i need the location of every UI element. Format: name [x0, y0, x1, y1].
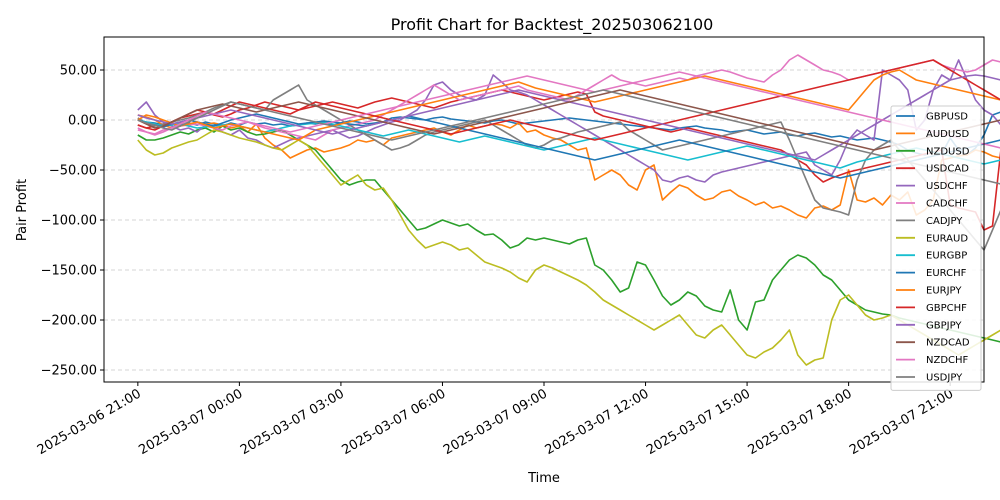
series-line-nzdcad	[137, 89, 1000, 151]
y-tick-label: 50.00	[60, 64, 97, 79]
series-line-nzdusd	[137, 125, 1000, 343]
legend-box	[890, 105, 982, 391]
series-line-eurjpy	[137, 69, 1000, 141]
legend-label: GBPJPY	[926, 320, 962, 331]
series-line-gbpchf	[137, 59, 1000, 141]
legend-label: AUDUSD	[926, 129, 970, 140]
legend-label: USDCAD	[926, 164, 969, 175]
series-line-audusd	[137, 114, 1000, 219]
series-lines	[137, 54, 1000, 366]
series-line-eurchf	[137, 113, 1000, 179]
y-tick-label: 0.00	[68, 114, 97, 129]
legend-label: EURCHF	[926, 268, 967, 279]
series-line-usdjpy	[137, 89, 1000, 185]
legend-label: GBPCHF	[926, 303, 967, 314]
chart-title: Profit Chart for Backtest_202503062100	[391, 15, 714, 35]
legend-label: CADCHF	[926, 199, 968, 210]
series-line-eurgbp	[137, 119, 1000, 169]
legend-label: EURJPY	[926, 286, 962, 297]
legend: GBPUSD AUDUSD NZDUSD USDCAD USDCHF CADCHF CADJ…	[890, 105, 982, 391]
y-axis-title: Pair Profit	[15, 179, 30, 241]
legend-label: CADJPY	[926, 216, 963, 227]
series-line-nzdchf	[137, 71, 1000, 149]
series-line-usdchf	[137, 59, 1000, 183]
y-axis-ticks: 50.00 0.00 −50.00 −100.00 −150.00 −200.00 −250…	[41, 64, 104, 379]
legend-label: NZDUSD	[926, 146, 970, 157]
legend-label: USDJPY	[926, 373, 963, 384]
legend-label: USDCHF	[926, 181, 968, 192]
series-line-usdcad	[137, 89, 1000, 231]
y-tick-label: −200.00	[41, 314, 97, 329]
legend-label: EURAUD	[926, 233, 968, 244]
x-axis-title: Time	[527, 471, 560, 486]
legend-label: NZDCHF	[926, 355, 969, 366]
legend-label: GBPUSD	[926, 112, 968, 123]
y-tick-label: −50.00	[49, 164, 97, 179]
y-tick-label: −100.00	[41, 214, 97, 229]
series-line-gbpusd	[137, 111, 1000, 156]
series-line-euraud	[137, 129, 1000, 366]
legend-label: NZDCAD	[926, 338, 970, 349]
y-tick-label: −250.00	[41, 364, 97, 379]
legend-label: EURGBP	[926, 251, 967, 262]
y-tick-label: −150.00	[41, 264, 97, 279]
